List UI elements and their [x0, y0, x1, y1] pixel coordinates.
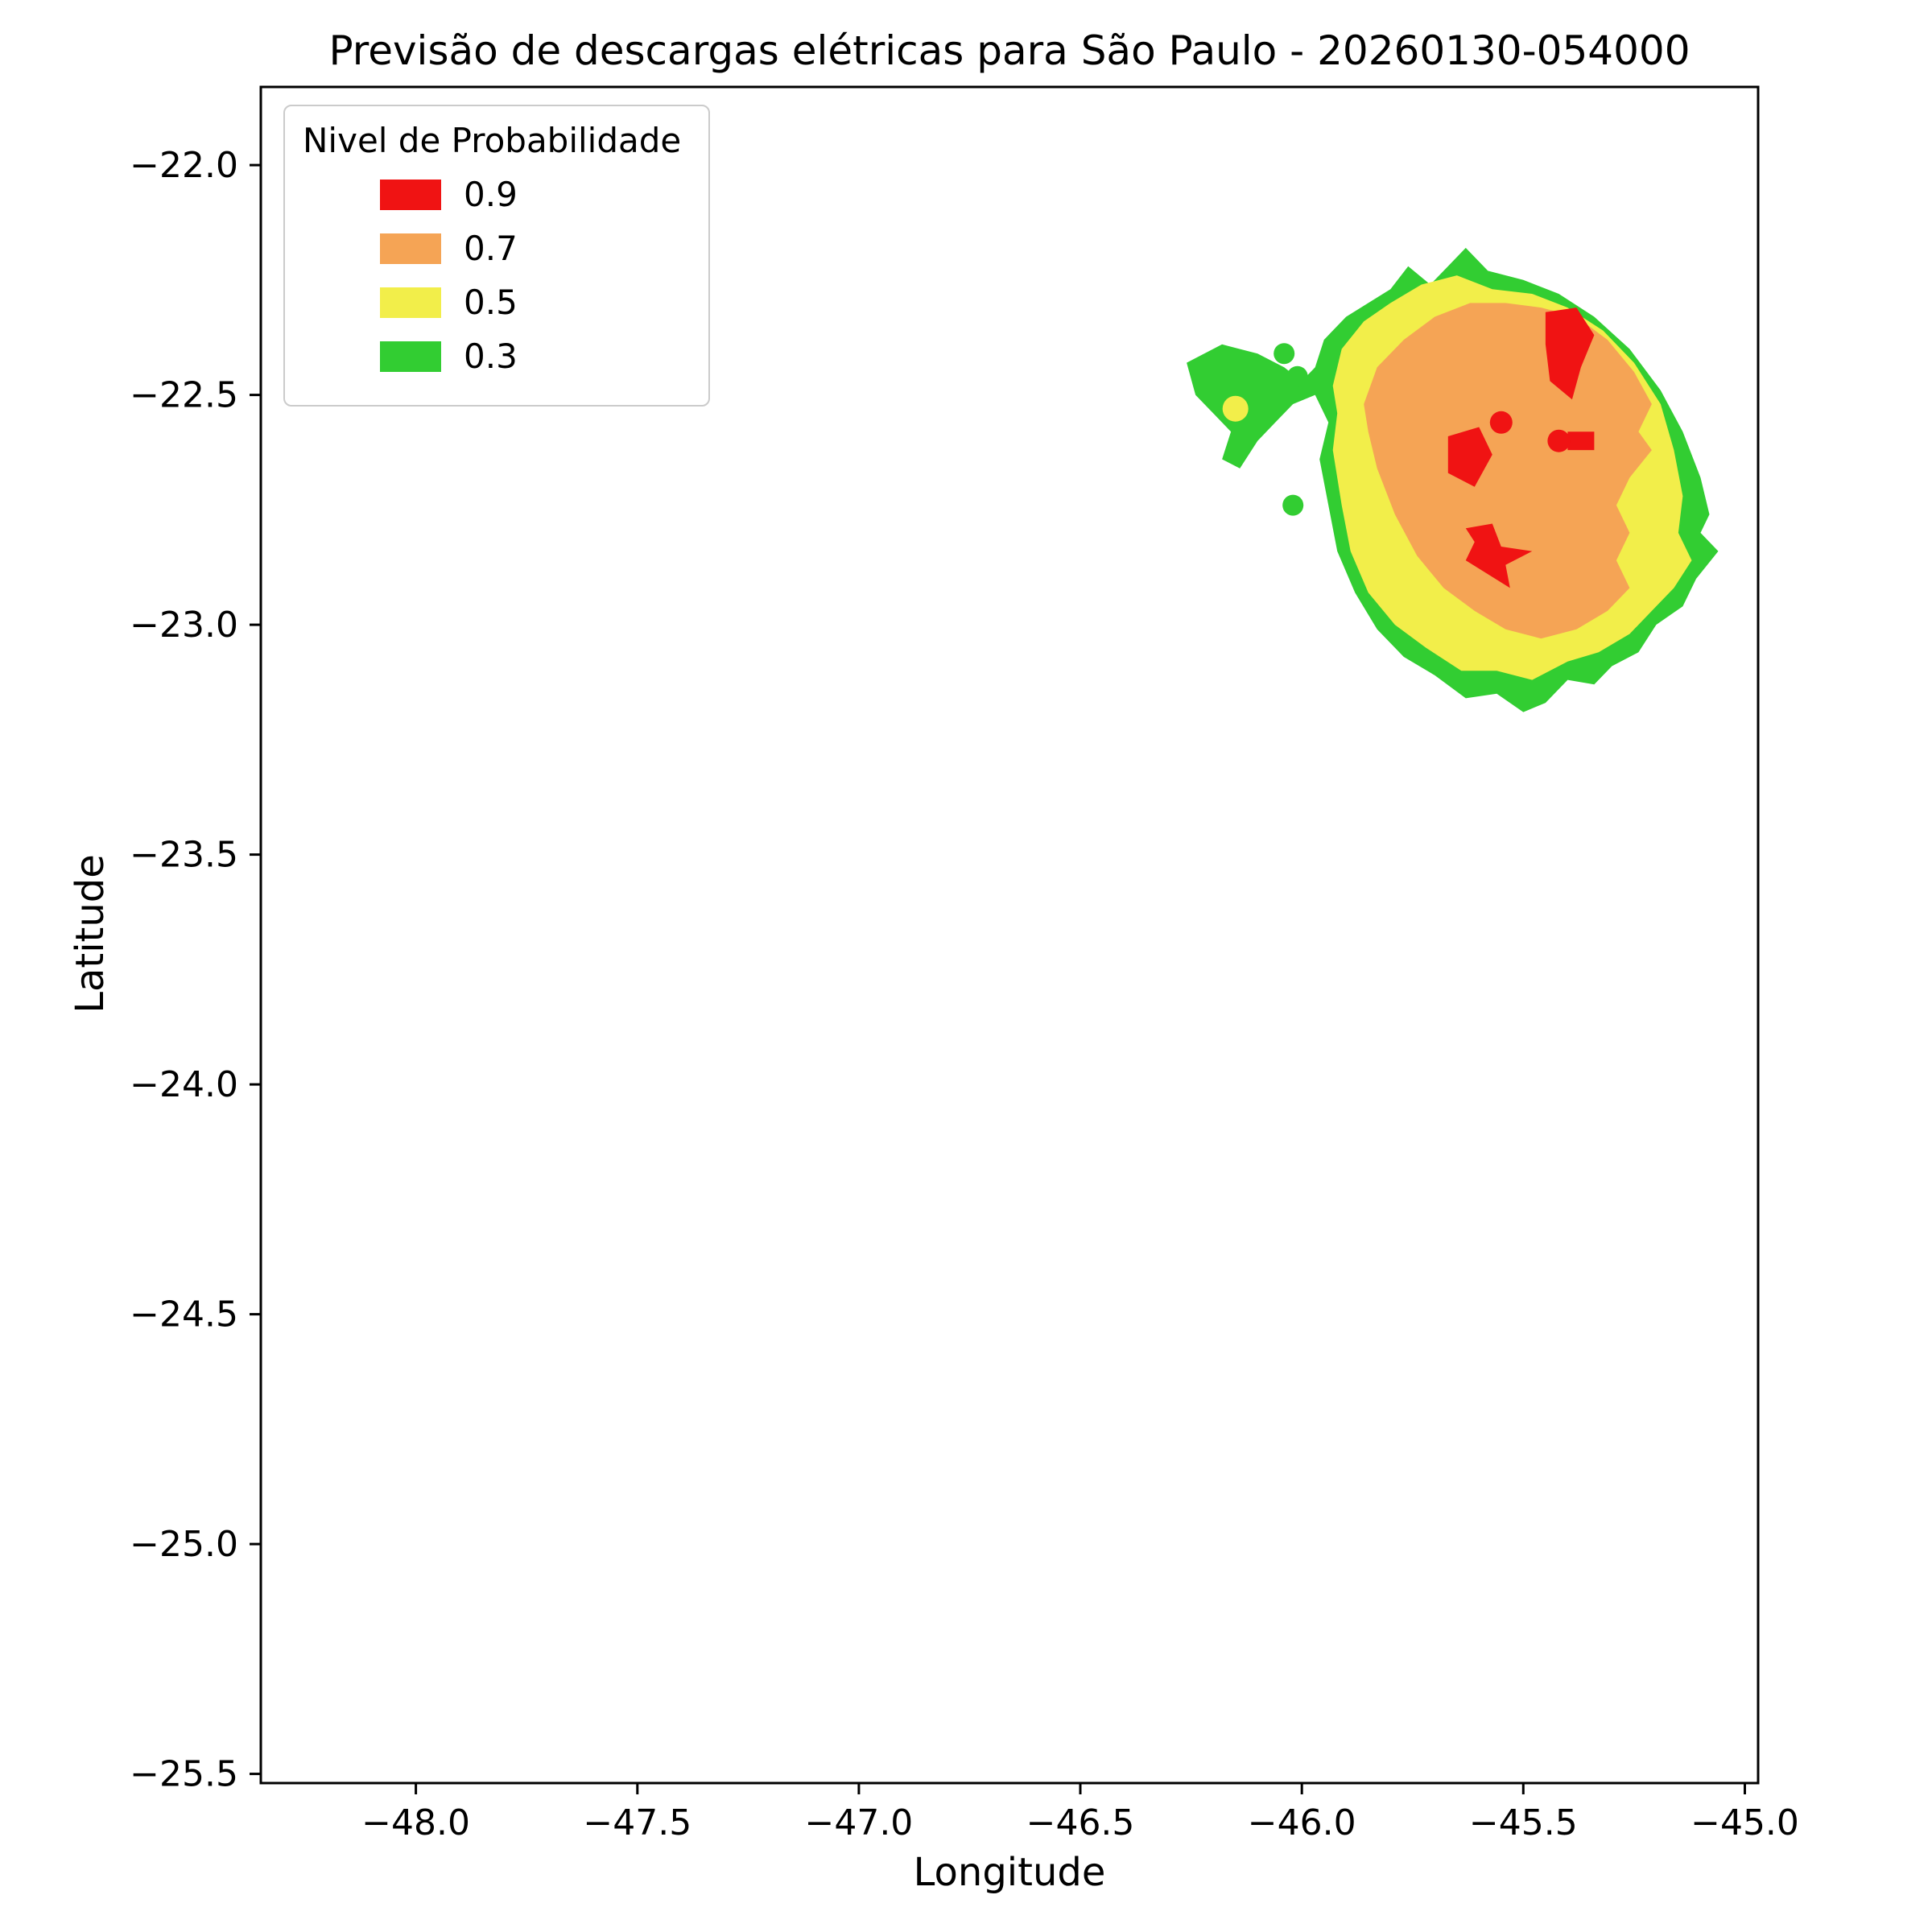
x-tick-label: −45.0	[1690, 1802, 1799, 1843]
contour-region-0.9	[1447, 427, 1492, 487]
x-tick-label: −47.0	[804, 1802, 913, 1843]
legend-title: Nivel de Probabilidade	[303, 121, 682, 160]
contour-region-0.9	[1545, 308, 1595, 400]
y-tick-label: −25.5	[130, 1754, 238, 1795]
point-marker-0.9	[1489, 411, 1513, 434]
point-marker-0.9	[1547, 429, 1571, 452]
legend-swatch	[380, 233, 441, 264]
y-axis-label: Latitude	[68, 854, 113, 1013]
legend-swatch	[380, 287, 441, 318]
legend-entry-label: 0.3	[464, 336, 518, 376]
y-tick-label: −24.5	[130, 1294, 238, 1335]
legend-entry-0.7: 0.7	[380, 229, 681, 268]
point-marker-0.3	[1282, 494, 1304, 516]
point-marker-0.3	[1286, 365, 1308, 387]
y-tick-label: −23.5	[130, 835, 238, 876]
y-tick-label: −23.0	[130, 605, 238, 646]
contour-region-0.7	[1364, 303, 1652, 639]
y-tick-label: −25.0	[130, 1524, 238, 1565]
x-tick-label: −46.0	[1248, 1802, 1356, 1843]
legend-entries: 0.9 0.7 0.5 0.3	[303, 175, 681, 376]
point-marker-0.3	[1274, 343, 1295, 365]
legend-swatch	[380, 341, 441, 372]
x-tick-label: −47.5	[583, 1802, 691, 1843]
x-tick-label: −45.5	[1469, 1802, 1578, 1843]
legend-entry-label: 0.9	[464, 175, 518, 214]
legend-entry-label: 0.7	[464, 229, 518, 268]
contour-region-0.9	[1567, 431, 1595, 451]
x-tick-label: −46.5	[1026, 1802, 1135, 1843]
contour-region-0.9	[1465, 523, 1533, 588]
y-tick-label: −22.0	[130, 145, 238, 186]
legend-entry-0.5: 0.5	[380, 283, 681, 322]
chart-title: Previsão de descargas elétricas para São…	[328, 27, 1690, 74]
y-tick-label: −24.0	[130, 1064, 238, 1105]
legend-entry-0.9: 0.9	[380, 175, 681, 214]
x-axis-label: Longitude	[913, 1850, 1106, 1895]
legend-entry-label: 0.5	[464, 283, 518, 322]
legend-swatch	[380, 179, 441, 210]
legend-entry-0.3: 0.3	[380, 336, 681, 376]
x-tick-label: −48.0	[361, 1802, 470, 1843]
point-marker-0.5	[1222, 395, 1249, 422]
legend: Nivel de Probabilidade 0.9 0.7 0.5 0.3	[283, 105, 711, 407]
y-tick-label: −22.5	[130, 375, 238, 416]
axes-frame	[259, 85, 1760, 1785]
